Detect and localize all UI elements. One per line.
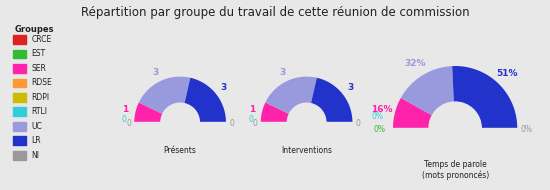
Polygon shape	[401, 66, 454, 116]
Text: RDSE: RDSE	[32, 78, 52, 87]
Text: Temps de parole
(mots prononcés): Temps de parole (mots prononcés)	[421, 160, 489, 180]
Polygon shape	[261, 103, 289, 122]
Text: SER: SER	[32, 64, 47, 73]
Text: 16%: 16%	[371, 105, 393, 114]
Text: UC: UC	[32, 122, 42, 131]
Text: Interventions: Interventions	[281, 146, 332, 155]
Bar	[13, 93, 26, 102]
Text: NI: NI	[32, 151, 40, 160]
Text: 1: 1	[249, 105, 255, 115]
Text: 0%: 0%	[371, 112, 383, 121]
Circle shape	[161, 103, 199, 142]
Bar	[125, 122, 235, 177]
Bar	[13, 151, 26, 160]
Circle shape	[287, 103, 326, 142]
Bar	[13, 64, 26, 73]
Bar	[13, 108, 26, 116]
Bar	[13, 122, 26, 131]
Polygon shape	[311, 78, 353, 122]
Text: 0: 0	[248, 115, 253, 124]
Text: Répartition par groupe du travail de cette réunion de commission: Répartition par groupe du travail de cet…	[81, 6, 469, 19]
Bar	[13, 35, 26, 44]
Text: 51%: 51%	[497, 69, 518, 78]
Text: Présents: Présents	[164, 146, 196, 155]
Text: RDPI: RDPI	[32, 93, 50, 102]
Text: 3: 3	[279, 68, 285, 77]
Text: 1: 1	[123, 105, 129, 115]
Text: 0%: 0%	[520, 125, 532, 134]
Polygon shape	[265, 77, 317, 114]
Text: RTLI: RTLI	[32, 107, 48, 116]
Polygon shape	[393, 98, 432, 128]
Text: 0: 0	[126, 119, 131, 128]
Bar	[252, 122, 362, 177]
Bar	[13, 78, 26, 87]
Text: 0%: 0%	[373, 125, 386, 134]
Text: 0: 0	[253, 119, 258, 128]
Polygon shape	[184, 78, 226, 122]
Text: 32%: 32%	[404, 59, 426, 68]
Bar	[381, 128, 530, 190]
Polygon shape	[139, 77, 190, 114]
Text: 3: 3	[153, 68, 159, 77]
Text: Groupes: Groupes	[15, 25, 54, 34]
Bar	[13, 50, 26, 58]
Text: 3: 3	[347, 83, 354, 92]
Bar	[13, 136, 26, 145]
Text: 0: 0	[229, 119, 234, 128]
Text: LR: LR	[32, 136, 41, 145]
Circle shape	[429, 102, 481, 154]
Text: 0: 0	[122, 115, 126, 124]
Text: 3: 3	[221, 83, 227, 92]
Polygon shape	[452, 66, 517, 128]
Text: 0: 0	[355, 119, 360, 128]
Text: EST: EST	[32, 49, 46, 58]
Text: CRCE: CRCE	[32, 35, 52, 44]
Polygon shape	[134, 103, 163, 122]
